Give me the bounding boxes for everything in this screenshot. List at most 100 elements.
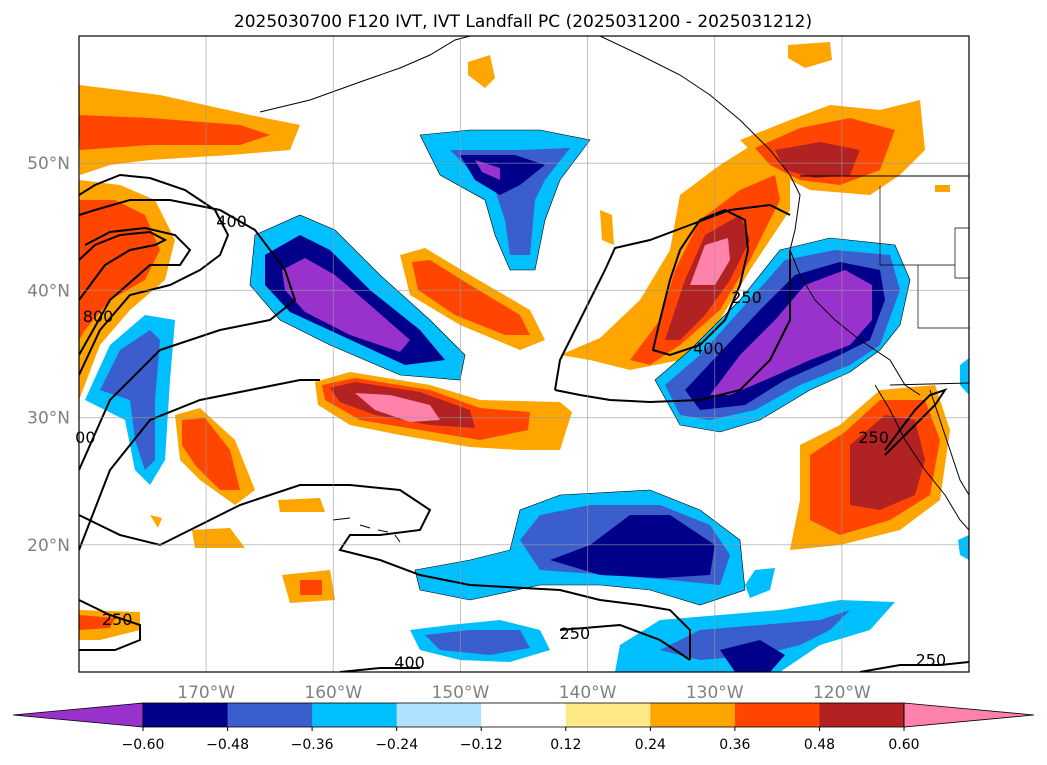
ivt-contour-250-west-lower bbox=[79, 379, 320, 551]
anomaly-negative-central-core bbox=[282, 258, 410, 352]
colorbar-bin bbox=[312, 703, 398, 727]
anomaly-positive-band-peak bbox=[355, 393, 440, 422]
contour-label: 250 bbox=[916, 651, 947, 670]
colorbar-bin bbox=[565, 703, 651, 727]
colorbar-bin bbox=[734, 703, 820, 727]
contour-label: 250 bbox=[102, 610, 133, 629]
anomaly-positive-east-edge bbox=[935, 185, 950, 192]
anomaly-positive-northeast-peak bbox=[690, 238, 730, 285]
colorbar-tick-label: −0.36 bbox=[291, 737, 334, 753]
anomaly-positive-small-island-2 bbox=[192, 528, 245, 548]
lon-tick-label: 160°W bbox=[304, 683, 362, 703]
thin-contours bbox=[249, 129, 911, 606]
coastline-hawaii bbox=[332, 517, 401, 543]
anomaly-positive-small-island-5 bbox=[600, 210, 614, 245]
anomaly-positive-coast-center bbox=[775, 142, 860, 178]
ivt-contour-400-bottom bbox=[339, 667, 420, 672]
thin-contour-central-negative bbox=[249, 214, 466, 381]
contour-label: 250 bbox=[731, 288, 762, 307]
anomaly-negative-north-peak bbox=[475, 160, 500, 180]
colorbar-extend-low bbox=[12, 702, 144, 728]
coastline-alaska-panhandle bbox=[599, 36, 801, 251]
anomaly-negative-east-edge bbox=[960, 358, 969, 395]
ivt-contour-250-west-large bbox=[79, 199, 297, 471]
colorbar-bin bbox=[227, 703, 313, 727]
contour-labels: 400 800 00 400 250 250 250 400 250 250 bbox=[75, 212, 946, 672]
anomaly-positive-small-island-1 bbox=[278, 498, 325, 512]
figure-title: 2025030700 F120 IVT, IVT Landfall PC (20… bbox=[234, 12, 812, 32]
ivt-contour-400-east-pacific bbox=[651, 208, 750, 357]
lon-tick-label: 150°W bbox=[432, 683, 490, 703]
colorbar-tick-label: 0.60 bbox=[888, 737, 919, 753]
colorbar: −0.60 −0.48 −0.36 −0.24 −0.12 0.12 0.24 0.36 0.4… bbox=[12, 702, 1035, 753]
anomaly-negative-california-core bbox=[710, 270, 872, 395]
coastlines bbox=[259, 36, 969, 543]
colorbar-bin bbox=[650, 703, 736, 727]
contour-label: 250 bbox=[858, 428, 889, 447]
coastline-mexico-mainland bbox=[929, 389, 969, 496]
anomaly-positive-baja-center bbox=[850, 415, 925, 510]
lon-tick-labels: 170°W 160°W 150°W 140°W 130°W 120°W bbox=[177, 683, 871, 703]
anomaly-positive-small-island-4 bbox=[150, 515, 162, 528]
anomaly-negative-east-edge-2 bbox=[958, 535, 969, 560]
anomaly-positive-west-lobe-core bbox=[79, 200, 160, 340]
anomaly-negative-small-east bbox=[745, 568, 775, 598]
colorbar-tick-label: −0.48 bbox=[206, 737, 249, 753]
thin-contour-north-negative bbox=[419, 129, 591, 271]
lat-tick-label: 50°N bbox=[27, 154, 70, 174]
colorbar-tick-label: −0.24 bbox=[375, 737, 418, 753]
lon-tick-label: 120°W bbox=[813, 683, 871, 703]
lat-tick-label: 20°N bbox=[27, 536, 70, 556]
colorbar-extend-high bbox=[903, 702, 1035, 728]
ivt-contours bbox=[79, 173, 969, 672]
contour-label: 400 bbox=[693, 339, 724, 358]
thin-contour-california-negative bbox=[654, 237, 911, 433]
colorbar-tick-label: −0.12 bbox=[460, 737, 503, 753]
ivt-contour-800-west bbox=[79, 230, 168, 301]
ivt-contour-250-pacific bbox=[79, 484, 691, 660]
colorbar-tick-label: −0.60 bbox=[122, 737, 165, 753]
lon-tick-label: 130°W bbox=[686, 683, 744, 703]
anomaly-positive-small-topright bbox=[788, 42, 832, 68]
anomaly-negative-far-south-ring bbox=[720, 640, 785, 672]
anomaly-positive-small-blob-core bbox=[182, 418, 240, 490]
gridlines bbox=[79, 36, 969, 672]
anomaly-positive-small-north bbox=[468, 55, 495, 88]
ivt-contour-250-east-pacific bbox=[554, 203, 791, 391]
ivt-contour-250-south bbox=[559, 623, 691, 661]
ivt-contour-250-southeast bbox=[859, 661, 969, 672]
anomaly-negative-south-core bbox=[550, 515, 715, 578]
thin-contour-south-negative bbox=[414, 489, 746, 606]
ivt-contour-250-west-outer bbox=[79, 173, 230, 376]
coastline-us-west bbox=[789, 249, 921, 396]
colorbar-frame bbox=[142, 702, 905, 728]
ivt-shading bbox=[79, 42, 969, 672]
contour-label: 400 bbox=[394, 653, 425, 672]
colorbar-tick-label: 0.36 bbox=[719, 737, 750, 753]
contour-label: 800 bbox=[83, 307, 114, 326]
anomaly-positive-west-core bbox=[79, 115, 270, 150]
coastline-alaska bbox=[259, 36, 471, 113]
colorbar-tick-label: 0.24 bbox=[635, 737, 666, 753]
lat-tick-label: 40°N bbox=[27, 281, 70, 301]
lon-tick-label: 170°W bbox=[177, 683, 235, 703]
anomaly-negative-south-west-patch-core bbox=[425, 630, 530, 655]
border-states bbox=[879, 186, 969, 329]
contour-label: 400 bbox=[216, 212, 247, 231]
map-frame bbox=[78, 35, 970, 673]
lat-tick-label: 30°N bbox=[27, 409, 70, 429]
lon-tick-label: 140°W bbox=[559, 683, 617, 703]
border-us-mexico bbox=[889, 382, 969, 386]
contour-label: 250 bbox=[560, 624, 591, 643]
colorbar-bin bbox=[143, 703, 229, 727]
ivt-contour-250-baja bbox=[884, 388, 948, 456]
anomaly-negative-far-south-core bbox=[660, 610, 850, 660]
colorbar-tick-label: 0.48 bbox=[804, 737, 835, 753]
anomaly-positive-west-southwest-core bbox=[79, 615, 115, 630]
ivt-contour-250-southwest bbox=[79, 599, 141, 651]
colorbar-bin bbox=[819, 703, 905, 727]
anomaly-positive-diagonal-core bbox=[412, 260, 530, 335]
colorbar-bin bbox=[481, 703, 567, 727]
